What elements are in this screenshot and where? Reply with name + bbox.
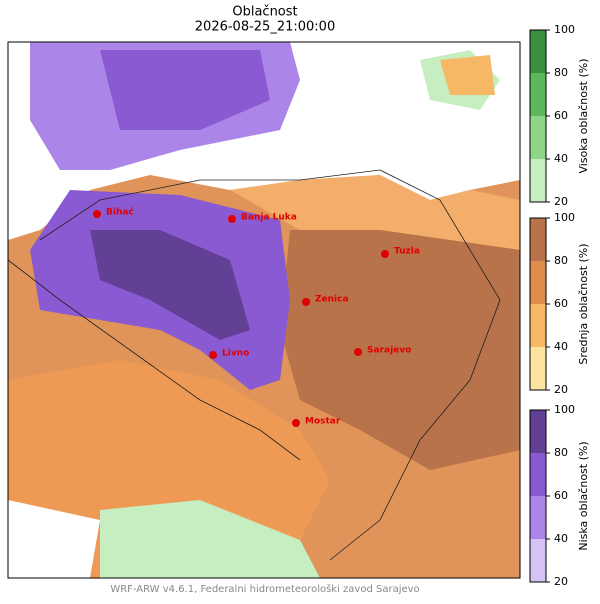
- colorbar-band: [530, 218, 546, 261]
- city-label: Banja Luka: [241, 213, 297, 223]
- colorbar-tick-label: 100: [554, 211, 575, 224]
- city-marker: [302, 298, 310, 306]
- colorbar-tick-label: 20: [554, 383, 568, 396]
- colorbar-band: [530, 410, 546, 453]
- city-marker: [228, 215, 236, 223]
- subtitle: 2026-08-25_21:00:00: [195, 20, 335, 35]
- cities: Bihać Banja Luka Tuzla Zenica Sarajevo L…: [93, 207, 420, 427]
- city-label: Zenica: [315, 295, 349, 305]
- borders: [8, 169, 501, 561]
- colorbar-tick-label: 80: [554, 446, 568, 459]
- title: Oblačnost: [232, 5, 297, 20]
- colorbar-tick-label: 80: [554, 254, 568, 267]
- city-marker: [292, 419, 300, 427]
- colorbar-tick-label: 100: [554, 403, 575, 416]
- colorbar-tick-label: 100: [554, 23, 575, 36]
- colorbar-tick-label: 20: [554, 195, 568, 208]
- map-frame: [7, 41, 521, 579]
- colorbar-tick-label: 20: [554, 575, 568, 588]
- colorbar-band: [530, 539, 546, 582]
- city-marker: [209, 351, 217, 359]
- colorbar-band: [530, 159, 546, 202]
- clear-area: [8, 500, 100, 578]
- colorbar-label: Visoka oblačnost (%): [577, 58, 590, 173]
- colorbar-label: Srednja oblačnost (%): [577, 243, 590, 364]
- mid-cloud: [280, 230, 520, 470]
- colorbar-label: Niska oblačnost (%): [577, 441, 590, 550]
- colorbar-band: [530, 304, 546, 347]
- colorbar-tick-label: 60: [554, 489, 568, 502]
- colorbar-tick-label: 40: [554, 532, 568, 545]
- colorbar-band: [530, 73, 546, 116]
- city-label: Livno: [222, 349, 249, 359]
- map: [8, 42, 520, 578]
- colorbar-tick-label: 40: [554, 152, 568, 165]
- footer: WRF-ARW v4.6.1, Federalni hidrometeorolo…: [110, 583, 419, 595]
- city-label: Sarajevo: [367, 346, 411, 356]
- colorbar-band: [530, 116, 546, 159]
- colorbar-tick-label: 60: [554, 109, 568, 122]
- low-cloud: [100, 50, 270, 130]
- low-cloud: [90, 230, 250, 340]
- colorbar-tick-label: 60: [554, 297, 568, 310]
- colorbar-band: [530, 496, 546, 539]
- city-label: Tuzla: [394, 247, 420, 257]
- city-marker: [354, 348, 362, 356]
- city-label: Mostar: [305, 417, 341, 427]
- mid-cloud: [440, 55, 495, 95]
- colorbar-band: [530, 261, 546, 304]
- city-label: Bihać: [106, 207, 134, 218]
- colorbar-tick-label: 80: [554, 66, 568, 79]
- colorbar-band: [530, 30, 546, 73]
- high-cloud: [100, 500, 320, 578]
- city-marker: [381, 250, 389, 258]
- mid-cloud: [230, 175, 520, 250]
- city-marker: [93, 210, 101, 218]
- colorbar-band: [530, 347, 546, 390]
- colorbar-band: [530, 453, 546, 496]
- colorbar-tick-label: 40: [554, 340, 568, 353]
